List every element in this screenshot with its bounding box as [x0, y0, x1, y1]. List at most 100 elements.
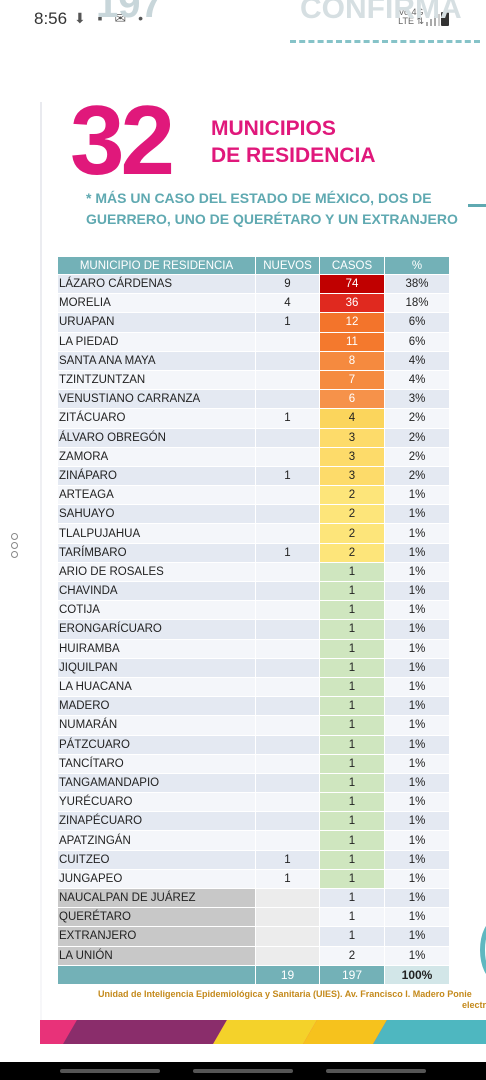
table-row: PÁTZCUARO 1 1% — [57, 734, 450, 755]
municipio-cell: ÁLVARO OBREGÓN — [57, 427, 256, 448]
subtitle-line-1: * MÁS UN CASO DEL ESTADO DE MÉXICO, DOS … — [86, 190, 432, 206]
nuevos-cell — [255, 389, 320, 410]
table-row: SANTA ANA MAYA 8 4% — [57, 350, 450, 371]
table-row: ZITÁCUARO 1 4 2% — [57, 408, 450, 429]
municipio-cell: TLALPUJAHUA — [57, 523, 256, 544]
pct-cell: 1% — [384, 792, 450, 813]
nuevos-cell — [255, 600, 320, 621]
nuevos-cell: 1 — [255, 868, 320, 890]
table-row: ZINÁPARO 1 3 2% — [57, 465, 450, 487]
table-row: NAUCALPAN DE JUÁREZ 1 1% — [57, 887, 450, 909]
municipios-count: 32 — [70, 85, 175, 195]
total-pct: 100% — [384, 964, 450, 985]
casos-cell: 2 — [319, 504, 385, 525]
nav-recents[interactable] — [326, 1069, 426, 1073]
nuevos-cell — [255, 792, 320, 813]
table-row: LÁZARO CÁRDENAS 9 74 38% — [57, 273, 450, 295]
nuevos-cell: 1 — [255, 408, 320, 429]
pct-cell: 2% — [384, 446, 450, 467]
pct-cell: 1% — [384, 580, 450, 602]
table-total-row: 19 197 100% — [57, 964, 450, 985]
table-row: TANGAMANDAPIO 1 1% — [57, 772, 450, 794]
title-line-1: MUNICIPIOS — [211, 117, 336, 140]
nuevos-cell — [255, 734, 320, 755]
municipio-cell: JIQUILPAN — [57, 657, 256, 678]
nuevos-cell — [255, 830, 320, 851]
municipio-cell: TZINTZUNTZAN — [57, 369, 256, 391]
table-row: JUNGAPEO 1 1 1% — [57, 868, 450, 890]
title-line-2: DE RESIDENCIA — [211, 144, 376, 167]
side-handle[interactable] — [11, 533, 18, 560]
municipio-cell: CHAVINDA — [57, 580, 256, 602]
pct-cell: 1% — [384, 504, 450, 525]
pct-cell: 1% — [384, 561, 450, 583]
pct-cell: 3% — [384, 389, 450, 410]
casos-cell: 3 — [319, 446, 385, 467]
casos-cell: 3 — [319, 465, 385, 487]
table-row: ÁLVARO OBREGÓN 3 2% — [57, 427, 450, 448]
nuevos-cell — [255, 887, 320, 909]
municipio-cell: HUIRAMBA — [57, 638, 256, 659]
municipio-cell: APATZINGÁN — [57, 830, 256, 851]
nuevos-cell — [255, 907, 320, 928]
casos-cell: 1 — [319, 792, 385, 813]
table-row: VENUSTIANO CARRANZA 6 3% — [57, 389, 450, 410]
municipio-cell: LA PIEDAD — [57, 331, 256, 352]
nav-home[interactable] — [193, 1069, 293, 1073]
total-nuevos: 19 — [255, 964, 320, 985]
pct-cell: 1% — [384, 657, 450, 678]
table-row: LA HUACANA 1 1% — [57, 676, 450, 698]
municipio-cell: SAHUAYO — [57, 504, 256, 525]
municipio-cell: ZAMORA — [57, 446, 256, 467]
municipio-cell: ZINAPÉCUARO — [57, 811, 256, 832]
municipio-cell: COTIJA — [57, 600, 256, 621]
clock: 8:56 — [34, 9, 68, 28]
casos-cell: 1 — [319, 772, 385, 794]
municipio-cell: LA UNIÓN — [57, 945, 256, 966]
pct-cell: 1% — [384, 887, 450, 909]
nuevos-cell — [255, 427, 320, 448]
pct-cell: 1% — [384, 907, 450, 928]
subtitle-note: * MÁS UN CASO DEL ESTADO DE MÉXICO, DOS … — [86, 188, 458, 230]
table-row: ERONGARÍCUARO 1 1% — [57, 619, 450, 640]
casos-cell: 11 — [319, 331, 385, 352]
table-row: YURÉCUARO 1 1% — [57, 792, 450, 813]
casos-cell: 1 — [319, 734, 385, 755]
pct-cell: 4% — [384, 350, 450, 371]
nuevos-cell: 1 — [255, 465, 320, 487]
municipio-cell: VENUSTIANO CARRANZA — [57, 389, 256, 410]
pct-cell: 1% — [384, 734, 450, 755]
table-row: TARÍMBARO 1 2 1% — [57, 542, 450, 563]
accent-dash — [468, 204, 486, 207]
municipio-cell: MADERO — [57, 696, 256, 717]
casos-cell: 1 — [319, 676, 385, 698]
municipio-cell: CUITZEO — [57, 849, 256, 870]
header-municipio: MUNICIPIO DE RESIDENCIA — [57, 256, 256, 275]
pct-cell: 1% — [384, 868, 450, 890]
card-edge — [40, 102, 42, 1022]
casos-cell: 8 — [319, 350, 385, 371]
pct-cell: 2% — [384, 465, 450, 487]
casos-cell: 2 — [319, 485, 385, 506]
table-row: QUERÉTARO 1 1% — [57, 907, 450, 928]
nav-back[interactable] — [60, 1069, 160, 1073]
casos-cell: 6 — [319, 389, 385, 410]
subtitle-line-2: GUERRERO, UNO DE QUERÉTARO Y UN EXTRANJE… — [86, 211, 458, 227]
pct-cell: 2% — [384, 408, 450, 429]
casos-cell: 1 — [319, 561, 385, 583]
header-pct: % — [384, 256, 450, 275]
nuevos-cell — [255, 811, 320, 832]
table-row: LA PIEDAD 11 6% — [57, 331, 450, 352]
municipio-cell: LA HUACANA — [57, 676, 256, 698]
nuevos-cell: 9 — [255, 273, 320, 295]
table-row: SAHUAYO 2 1% — [57, 504, 450, 525]
nuevos-cell: 1 — [255, 849, 320, 870]
nuevos-cell — [255, 446, 320, 467]
casos-cell: 1 — [319, 600, 385, 621]
table-row: JIQUILPAN 1 1% — [57, 657, 450, 678]
notification-icons: ⬇ ▪ ✉ • — [74, 10, 147, 26]
municipio-cell: NAUCALPAN DE JUÁREZ — [57, 887, 256, 909]
casos-cell: 1 — [319, 657, 385, 678]
casos-cell: 1 — [319, 580, 385, 602]
table-row: TLALPUJAHUA 2 1% — [57, 523, 450, 544]
